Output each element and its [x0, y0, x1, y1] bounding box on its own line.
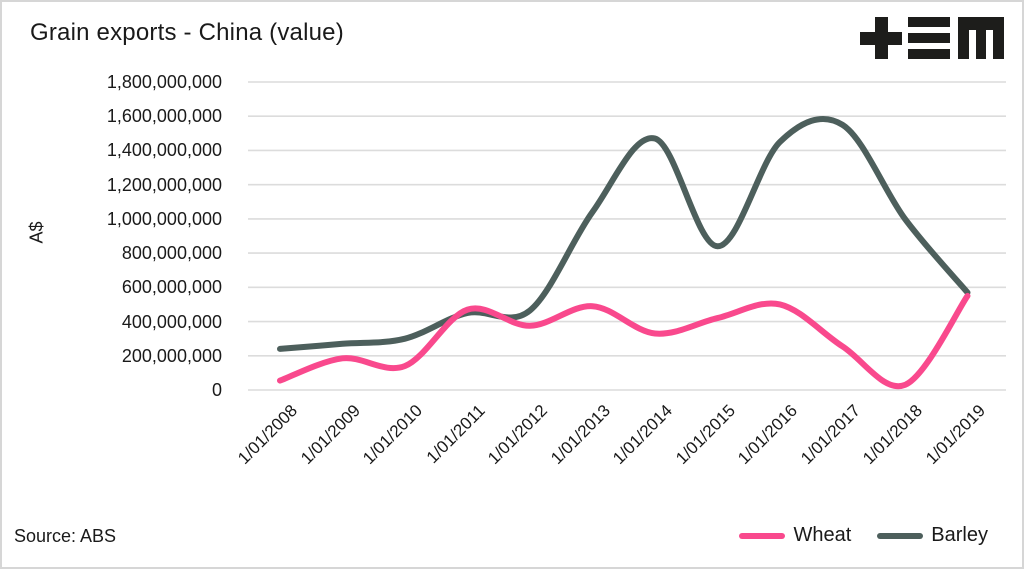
- x-tick-label: 1/01/2008: [234, 401, 302, 468]
- x-tick-label: 1/01/2011: [422, 401, 489, 468]
- x-tick-label: 1/01/2009: [297, 401, 364, 468]
- legend-label-barley: Barley: [931, 524, 988, 546]
- logo-triple-bar-icon: [908, 17, 950, 59]
- barley-line-swatch: [877, 532, 924, 539]
- tem-logo: [860, 17, 1006, 59]
- x-tick-label: 1/01/2010: [359, 401, 427, 468]
- y-tick-label: 1,600,000,000: [106, 106, 222, 127]
- x-tick-label: 1/01/2013: [547, 401, 614, 468]
- y-tick-label: 1,000,000,000: [106, 208, 222, 229]
- x-tick-label: 1/01/2012: [484, 401, 552, 468]
- logo-plus-icon: [860, 17, 902, 59]
- x-tick-label: 1/01/2017: [797, 401, 864, 468]
- y-tick-label: 800,000,000: [121, 243, 222, 264]
- wheat-line-swatch: [739, 532, 786, 539]
- x-tick-label: 1/01/2016: [734, 401, 802, 468]
- y-tick-label: 1,200,000,000: [106, 174, 222, 195]
- y-tick-label: 1,800,000,000: [106, 72, 222, 92]
- x-tick-label: 1/01/2015: [672, 401, 739, 468]
- legend-item-barley[interactable]: Barley: [877, 524, 988, 547]
- chart-title: Grain exports - China (value): [30, 19, 344, 46]
- legend: Wheat Barley: [739, 524, 988, 547]
- y-tick-label: 1,400,000,000: [106, 140, 222, 161]
- y-tick-label: 200,000,000: [121, 345, 222, 366]
- legend-label-wheat: Wheat: [793, 524, 852, 546]
- x-tick-label: 1/01/2019: [922, 401, 989, 468]
- source-note: Source: ABS: [14, 526, 117, 546]
- legend-item-wheat[interactable]: Wheat: [739, 524, 851, 547]
- x-tick-label: 1/01/2014: [609, 401, 677, 468]
- logo-m-icon: [958, 17, 1004, 59]
- y-tick-label: 0: [211, 380, 222, 400]
- y-tick-label: 600,000,000: [121, 277, 222, 298]
- y-axis-title: A$: [26, 221, 47, 244]
- y-tick-label: 400,000,000: [121, 311, 222, 332]
- x-tick-label: 1/01/2018: [859, 401, 927, 468]
